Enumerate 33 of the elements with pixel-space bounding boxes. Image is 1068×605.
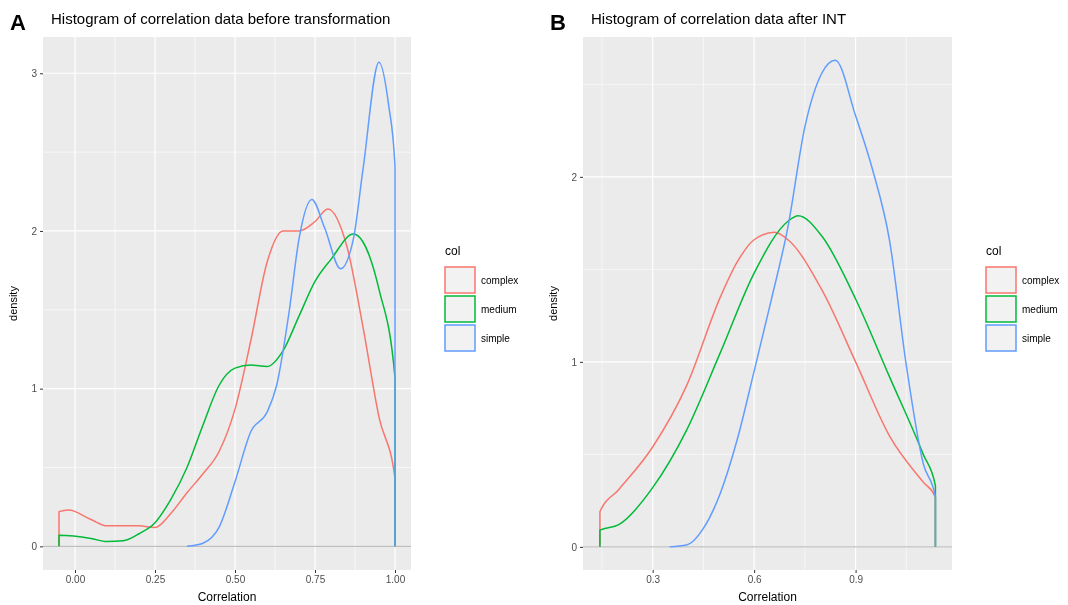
x-axis-title: Correlation xyxy=(197,590,257,604)
x-tick-label: 0.25 xyxy=(145,574,166,586)
y-tick-label: 3 xyxy=(31,67,38,79)
line-series xyxy=(668,59,937,548)
x-tick-label: 1.00 xyxy=(385,574,406,586)
text: complex xyxy=(1022,275,1060,286)
y-tick-label: 1 xyxy=(571,356,578,368)
legend-title: col xyxy=(445,244,461,258)
chart-title: Histogram of correlation data after INT xyxy=(591,10,847,27)
x-tick-label: 0.6 xyxy=(747,574,763,586)
y-axis-title: density xyxy=(7,285,19,321)
text: simple xyxy=(1022,333,1052,344)
x-tick-label: 0.00 xyxy=(65,574,86,586)
legend-title: col xyxy=(986,244,1002,258)
text: medium xyxy=(481,304,517,315)
y-tick-label: 0 xyxy=(571,541,578,553)
text: A xyxy=(10,10,26,35)
x-tick-label: 0.9 xyxy=(849,574,864,586)
y-tick-label: 2 xyxy=(571,171,578,183)
line-series xyxy=(186,61,396,548)
x-tick-label: 0.75 xyxy=(305,574,326,586)
text: complex xyxy=(481,275,519,286)
text: simple xyxy=(481,333,511,344)
x-tick-label: 0.3 xyxy=(646,574,661,586)
text: medium xyxy=(1022,304,1058,315)
y-tick-label: 2 xyxy=(31,225,38,237)
chart-title: Histogram of correlation data before transformation xyxy=(51,10,391,27)
y-axis-title: density xyxy=(547,285,559,321)
y-tick-label: 1 xyxy=(31,383,38,395)
x-tick-label: 0.50 xyxy=(225,574,246,586)
x-axis-title: Correlation xyxy=(738,590,797,604)
y-tick-label: 0 xyxy=(31,541,38,553)
text: B xyxy=(550,10,566,35)
